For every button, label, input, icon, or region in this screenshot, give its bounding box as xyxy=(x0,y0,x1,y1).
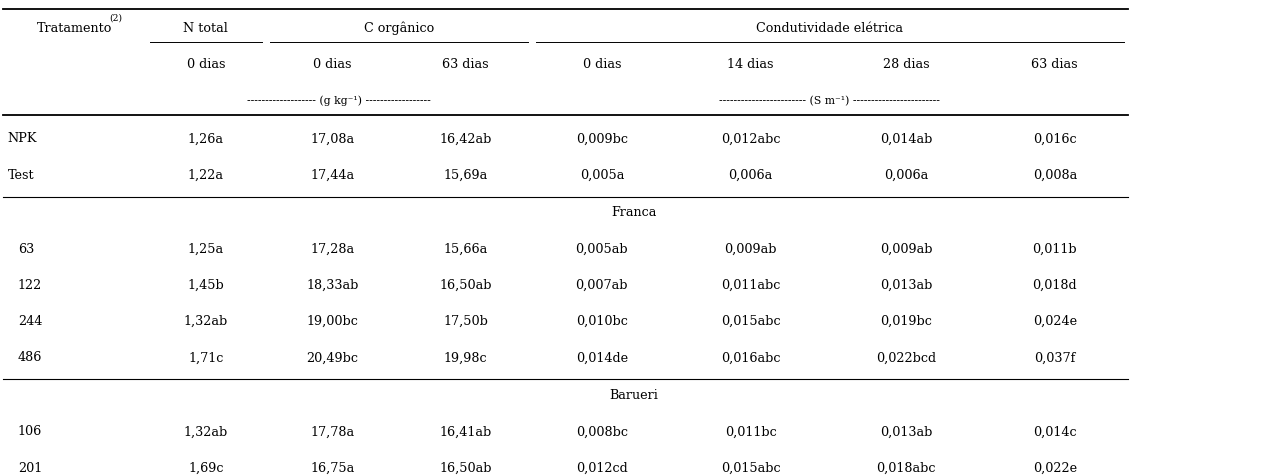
Text: 17,08a: 17,08a xyxy=(310,132,355,145)
Text: Franca: Franca xyxy=(611,206,656,219)
Text: 0,008a: 0,008a xyxy=(1033,168,1077,181)
Text: Condutividade elétrica: Condutividade elétrica xyxy=(756,22,903,35)
Text: 0,011b: 0,011b xyxy=(1033,242,1077,255)
Text: 0 dias: 0 dias xyxy=(186,58,226,71)
Text: 0,014c: 0,014c xyxy=(1033,425,1077,437)
Text: 0,005a: 0,005a xyxy=(579,168,625,181)
Text: 244: 244 xyxy=(18,315,42,327)
Text: Test: Test xyxy=(8,168,34,181)
Text: C orgânico: C orgânico xyxy=(364,21,435,35)
Text: 0,012cd: 0,012cd xyxy=(576,461,627,474)
Text: N total: N total xyxy=(184,22,228,35)
Text: 0 dias: 0 dias xyxy=(583,58,621,71)
Text: 201: 201 xyxy=(18,461,42,474)
Text: 63 dias: 63 dias xyxy=(442,58,489,71)
Text: 0,008bc: 0,008bc xyxy=(575,425,628,437)
Text: 15,69a: 15,69a xyxy=(443,168,488,181)
Text: 0,037f: 0,037f xyxy=(1034,351,1076,364)
Text: 16,50ab: 16,50ab xyxy=(440,461,492,474)
Text: 15,66a: 15,66a xyxy=(443,242,488,255)
Text: 1,71c: 1,71c xyxy=(189,351,223,364)
Text: 1,32ab: 1,32ab xyxy=(184,425,228,437)
Text: 16,42ab: 16,42ab xyxy=(440,132,492,145)
Text: 0 dias: 0 dias xyxy=(313,58,352,71)
Text: 0,024e: 0,024e xyxy=(1033,315,1077,327)
Text: 17,28a: 17,28a xyxy=(310,242,355,255)
Text: 18,33ab: 18,33ab xyxy=(307,278,359,291)
Text: 0,011bc: 0,011bc xyxy=(725,425,777,437)
Text: ------------------- (g kg⁻¹) ------------------: ------------------- (g kg⁻¹) -----------… xyxy=(247,95,431,106)
Text: 16,41ab: 16,41ab xyxy=(440,425,492,437)
Text: 0,010bc: 0,010bc xyxy=(576,315,627,327)
Text: 16,75a: 16,75a xyxy=(310,461,355,474)
Text: 1,26a: 1,26a xyxy=(188,132,224,145)
Text: 0,011abc: 0,011abc xyxy=(721,278,780,291)
Text: 0,016c: 0,016c xyxy=(1033,132,1077,145)
Text: 17,44a: 17,44a xyxy=(310,168,355,181)
Text: (2): (2) xyxy=(109,13,123,22)
Text: 16,50ab: 16,50ab xyxy=(440,278,492,291)
Text: 1,25a: 1,25a xyxy=(188,242,224,255)
Text: 486: 486 xyxy=(18,351,42,364)
Text: 19,98c: 19,98c xyxy=(443,351,488,364)
Text: 106: 106 xyxy=(18,425,42,437)
Text: 17,50b: 17,50b xyxy=(443,315,488,327)
Text: 1,22a: 1,22a xyxy=(188,168,224,181)
Text: 0,016abc: 0,016abc xyxy=(721,351,780,364)
Text: 17,78a: 17,78a xyxy=(310,425,355,437)
Text: 0,014ab: 0,014ab xyxy=(879,132,933,145)
Text: 0,018abc: 0,018abc xyxy=(877,461,935,474)
Text: 0,019bc: 0,019bc xyxy=(881,315,931,327)
Text: 0,005ab: 0,005ab xyxy=(575,242,628,255)
Text: 1,69c: 1,69c xyxy=(188,461,224,474)
Text: 0,012abc: 0,012abc xyxy=(721,132,780,145)
Text: 63: 63 xyxy=(18,242,34,255)
Text: 0,006a: 0,006a xyxy=(729,168,773,181)
Text: 1,32ab: 1,32ab xyxy=(184,315,228,327)
Text: 0,022e: 0,022e xyxy=(1033,461,1077,474)
Text: 0,015abc: 0,015abc xyxy=(721,461,780,474)
Text: 14 dias: 14 dias xyxy=(727,58,774,71)
Text: 20,49bc: 20,49bc xyxy=(307,351,359,364)
Text: 0,018d: 0,018d xyxy=(1033,278,1077,291)
Text: 0,013ab: 0,013ab xyxy=(879,425,933,437)
Text: NPK: NPK xyxy=(8,132,37,145)
Text: 0,006a: 0,006a xyxy=(884,168,927,181)
Text: 1,45b: 1,45b xyxy=(188,278,224,291)
Text: 63 dias: 63 dias xyxy=(1031,58,1078,71)
Text: 122: 122 xyxy=(18,278,42,291)
Text: 0,009ab: 0,009ab xyxy=(725,242,777,255)
Text: 0,013ab: 0,013ab xyxy=(879,278,933,291)
Text: Barueri: Barueri xyxy=(609,388,658,401)
Text: 28 dias: 28 dias xyxy=(883,58,929,71)
Text: 0,009ab: 0,009ab xyxy=(879,242,933,255)
Text: 0,022bcd: 0,022bcd xyxy=(875,351,936,364)
Text: 0,009bc: 0,009bc xyxy=(575,132,628,145)
Text: ------------------------ (S m⁻¹) ------------------------: ------------------------ (S m⁻¹) -------… xyxy=(720,96,940,106)
Text: 0,007ab: 0,007ab xyxy=(575,278,628,291)
Text: 0,015abc: 0,015abc xyxy=(721,315,780,327)
Text: Tratamento: Tratamento xyxy=(37,22,111,35)
Text: 0,014de: 0,014de xyxy=(575,351,628,364)
Text: 19,00bc: 19,00bc xyxy=(307,315,359,327)
